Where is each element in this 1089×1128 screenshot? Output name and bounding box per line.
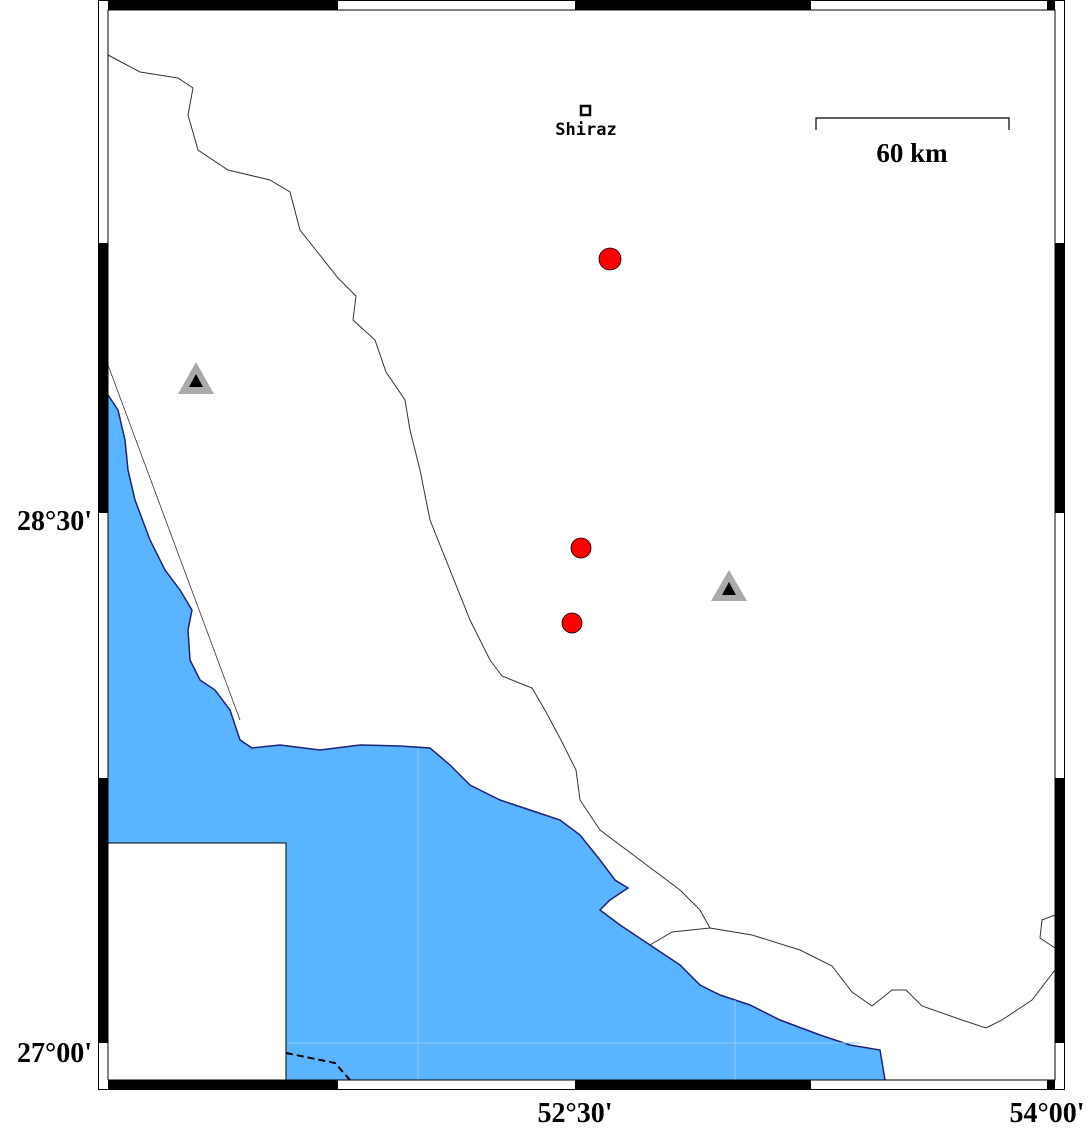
lon-label: 52°30' <box>538 1098 613 1128</box>
inset-box <box>107 842 287 1081</box>
square-city-marker-icon <box>579 104 592 117</box>
red-circle-icon[interactable] <box>570 537 592 559</box>
scale-bar-label: 60 km <box>876 138 948 168</box>
border-line <box>107 54 1056 1029</box>
lat-label: 28°30' <box>17 506 92 537</box>
city-label: Shiraz <box>555 120 616 140</box>
border-line <box>107 364 241 721</box>
coastline <box>107 394 886 1081</box>
lon-label: 54°00' <box>1010 1098 1085 1128</box>
scale-bar <box>815 117 1010 130</box>
border-line <box>649 927 711 946</box>
red-circle-icon[interactable] <box>598 247 622 271</box>
triangle-station-icon[interactable] <box>178 362 214 394</box>
frame-ticks <box>98 0 1065 1090</box>
sea-area <box>108 395 885 1080</box>
red-circle-icon[interactable] <box>561 612 583 634</box>
border-line <box>1039 914 1056 949</box>
triangle-station-icon[interactable] <box>711 570 747 601</box>
dashed-boundary <box>285 1052 351 1081</box>
lat-label: 27°00' <box>17 1038 92 1069</box>
